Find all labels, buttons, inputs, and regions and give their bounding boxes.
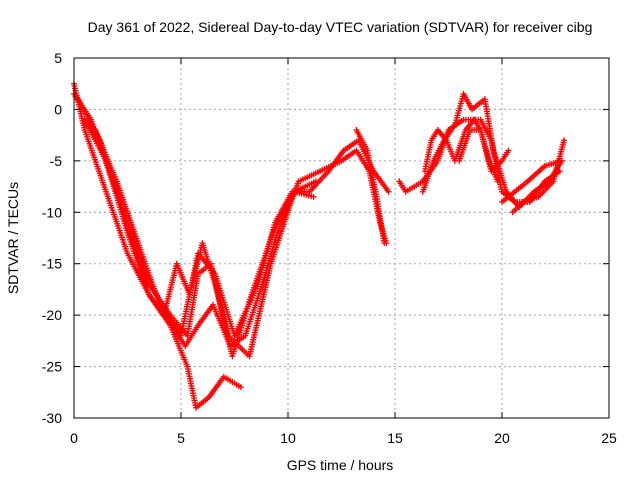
data-point [385, 188, 392, 195]
x-tick-label: 5 [177, 430, 185, 446]
plot-frame [73, 57, 610, 419]
data-point [381, 240, 388, 247]
y-tick-label: -5 [50, 153, 63, 169]
series-s10 [499, 157, 565, 205]
chart-title: Day 361 of 2022, Sidereal Day-to-day VTE… [88, 19, 593, 35]
data-point [561, 137, 568, 144]
series-s8 [419, 91, 565, 211]
data-point [237, 384, 244, 391]
y-tick-label: -25 [42, 359, 62, 375]
y-tick-label: -15 [42, 256, 62, 272]
x-tick-label: 25 [601, 430, 617, 446]
series-s3 [75, 96, 319, 360]
y-tick-label: -10 [42, 204, 62, 220]
x-tick-label: 10 [280, 430, 296, 446]
data-point [310, 193, 317, 200]
y-tick-label: 0 [54, 101, 62, 117]
y-axis-label: SDTVAR / TECUs [5, 182, 21, 294]
x-tick-label: 20 [494, 430, 510, 446]
y-tick-label: -20 [42, 307, 62, 323]
x-tick-label: 15 [387, 430, 403, 446]
x-axis-label: GPS time / hours [287, 457, 394, 473]
axis-ticks: 0 5 10 15 20 25 5 0 -5 -10 -15 -20 -25 -30 [42, 50, 617, 446]
data-point [494, 178, 501, 185]
data-points [71, 80, 568, 411]
x-tick-label: 0 [70, 430, 78, 446]
series-s6 [353, 127, 388, 247]
series-s12 [456, 127, 512, 175]
y-tick-label: -30 [42, 410, 62, 426]
data-point [505, 147, 512, 154]
series-s2 [71, 91, 390, 349]
series-s11 [509, 137, 568, 216]
y-tick-label: 5 [54, 50, 62, 66]
grid-lines [74, 58, 609, 418]
